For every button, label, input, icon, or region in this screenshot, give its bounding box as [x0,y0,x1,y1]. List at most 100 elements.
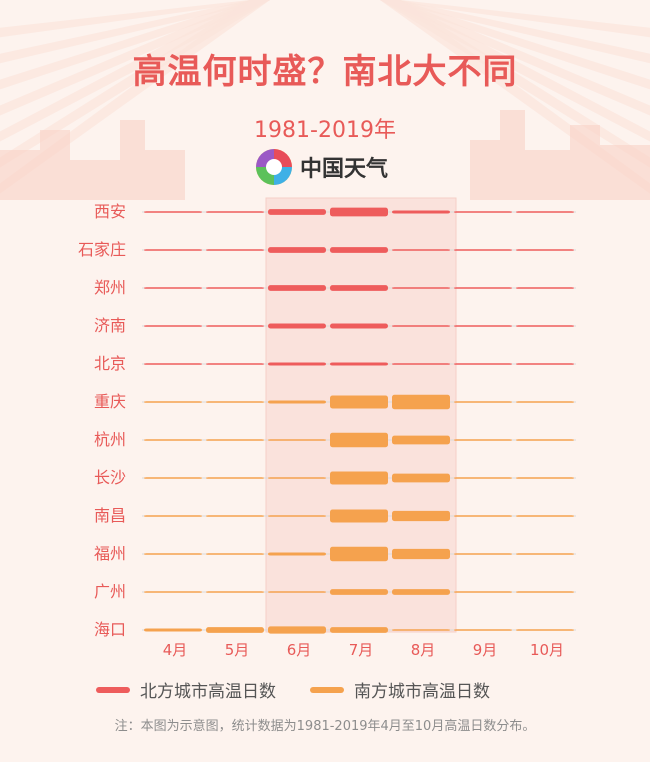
row-label-重庆: 重庆 [94,392,126,411]
month-label-10月: 10月 [530,641,564,659]
bar-石家庄-7月 [330,247,388,253]
bar-杭州-6月 [268,439,326,441]
bg-ray [380,0,650,38]
bar-长沙-8月 [392,473,450,483]
bar-广州-4月 [144,591,202,593]
bar-福州-7月 [330,546,388,562]
bar-西安-6月 [268,209,326,215]
bar-北京-8月 [392,363,450,365]
title: 高温何时盛？南北大不同 [0,44,650,93]
row-label-济南: 济南 [94,316,126,335]
subtitle: 1981-2019年 [254,118,396,143]
bar-海口-8月 [392,629,450,631]
bar-西安-7月 [330,207,388,217]
summer-highlight [265,197,457,633]
skyline-building [40,130,70,200]
bar-长沙-4月 [144,477,202,479]
row-label-西安: 西安 [94,202,126,221]
bar-南昌-4月 [144,515,202,517]
skyline-building [470,140,500,200]
bar-重庆-8月 [392,394,450,410]
bar-西安-5月 [206,211,264,213]
bar-郑州-9月 [454,287,512,289]
bar-南昌-9月 [454,515,512,517]
title-part1: 高温何时盛？ [132,52,343,92]
row-label-海口: 海口 [94,620,126,639]
bar-济南-7月 [330,323,388,329]
bar-济南-5月 [206,325,264,327]
swirl-logo-icon [256,149,292,185]
month-label-5月: 5月 [225,641,250,659]
bar-石家庄-4月 [144,249,202,251]
bar-福州-6月 [268,552,326,556]
month-label-9月: 9月 [473,641,498,659]
bar-福州-4月 [144,553,202,555]
bar-广州-8月 [392,589,450,595]
bar-石家庄-5月 [206,249,264,251]
skyline-building [70,160,120,200]
bar-海口-4月 [144,628,202,632]
bar-北京-7月 [330,362,388,366]
bar-长沙-10月 [516,477,574,479]
bar-长沙-7月 [330,471,388,485]
month-label-6月: 6月 [287,641,312,659]
bar-杭州-10月 [516,439,574,441]
bar-郑州-4月 [144,287,202,289]
bar-重庆-10月 [516,401,574,403]
bar-济南-8月 [392,325,450,327]
title-part2: 南北大不同 [342,52,518,92]
bar-北京-6月 [268,362,326,366]
bar-北京-5月 [206,363,264,365]
row-label-石家庄: 石家庄 [78,240,126,259]
month-label-8月: 8月 [411,641,436,659]
bar-海口-5月 [206,627,264,633]
legend-south: 南方城市高温日数 [310,677,490,702]
bar-石家庄-10月 [516,249,574,251]
brand-name: 中国天气 [300,157,389,182]
bar-海口-10月 [516,629,574,631]
row-label-广州: 广州 [94,582,126,601]
bar-北京-10月 [516,363,574,365]
skyline-building [0,150,40,200]
bar-北京-9月 [454,363,512,365]
bar-广州-9月 [454,591,512,593]
bar-重庆-7月 [330,395,388,409]
bar-长沙-6月 [268,477,326,479]
bar-杭州-7月 [330,432,388,448]
bar-福州-8月 [392,548,450,560]
bar-长沙-5月 [206,477,264,479]
row-label-福州: 福州 [94,544,126,563]
bar-郑州-10月 [516,287,574,289]
bg-ray [0,0,270,38]
bar-济南-10月 [516,325,574,327]
row-label-长沙: 长沙 [94,468,126,487]
bar-济南-4月 [144,325,202,327]
bar-长沙-9月 [454,477,512,479]
bar-广州-10月 [516,591,574,593]
bar-重庆-5月 [206,401,264,403]
bar-石家庄-9月 [454,249,512,251]
bar-西安-10月 [516,211,574,213]
legend-north: 北方城市高温日数 [96,677,276,702]
bar-重庆-9月 [454,401,512,403]
bar-福州-5月 [206,553,264,555]
row-label-北京: 北京 [94,354,126,373]
skyline-building [600,145,650,200]
bar-重庆-4月 [144,401,202,403]
skyline-building [525,150,570,200]
legend-south-swatch [310,686,344,693]
bar-济南-6月 [268,323,326,329]
legend-north-swatch [96,686,130,693]
bar-南昌-7月 [330,509,388,523]
bar-南昌-8月 [392,510,450,522]
bar-海口-6月 [268,626,326,634]
skyline-building [570,125,600,200]
bar-郑州-5月 [206,287,264,289]
bar-杭州-5月 [206,439,264,441]
bar-郑州-6月 [268,285,326,291]
bar-广州-6月 [268,591,326,593]
bar-南昌-10月 [516,515,574,517]
legend-south-label: 南方城市高温日数 [354,682,490,702]
